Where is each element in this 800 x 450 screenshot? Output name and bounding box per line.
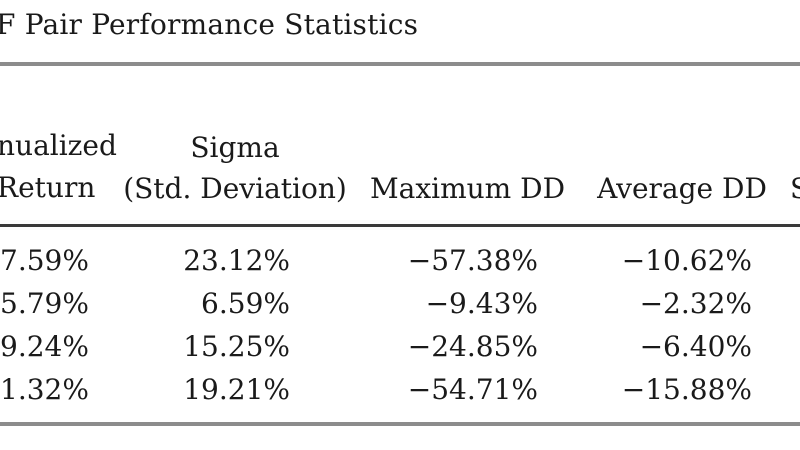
header-sigma-line2: (Std. Deviation)	[123, 172, 347, 205]
top-rule	[0, 62, 800, 66]
cell-sigma: 19.21%	[183, 373, 290, 406]
cell-max-dd: −24.85%	[407, 330, 538, 363]
header-annualized-line2: Return	[0, 171, 96, 204]
cell-max-dd: −54.71%	[407, 373, 538, 406]
cell-sigma: 23.12%	[183, 244, 290, 277]
header-maximum-dd: Maximum DD	[369, 172, 566, 205]
cell-avg-dd: −10.62%	[621, 244, 752, 277]
cell-avg-dd: −15.88%	[621, 373, 752, 406]
cell-avg-dd: −2.32%	[639, 287, 752, 320]
cell-avg-dd: −6.40%	[639, 330, 752, 363]
cell-max-dd: −57.38%	[407, 244, 538, 277]
bottom-rule	[0, 422, 800, 426]
cell-sigma: 6.59%	[201, 287, 290, 320]
cell-return: 5.79%	[0, 287, 89, 320]
cell-return: 1.32%	[0, 373, 89, 406]
cell-return: 7.59%	[0, 244, 89, 277]
header-truncated: S	[790, 172, 800, 205]
header-average-dd: Average DD	[597, 172, 767, 205]
cell-return: 9.24%	[0, 330, 89, 363]
header-annualized-line1: nualized	[0, 129, 117, 162]
table-title: F Pair Performance Statistics	[0, 8, 419, 41]
header-sigma-line1: Sigma	[190, 131, 280, 164]
cell-max-dd: −9.43%	[425, 287, 538, 320]
cell-sigma: 15.25%	[183, 330, 290, 363]
header-rule	[0, 224, 800, 227]
